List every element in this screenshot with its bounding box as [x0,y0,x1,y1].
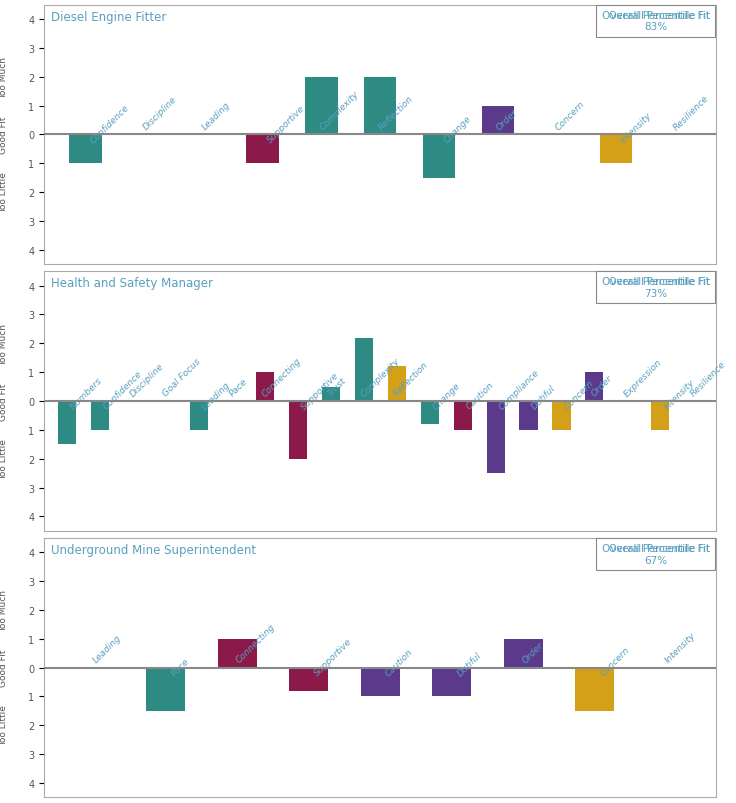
Bar [69,135,102,164]
Bar [503,639,543,668]
Text: Underground Mine Superintendent: Underground Mine Superintendent [51,544,256,556]
Bar [575,668,615,711]
Text: Too Much: Too Much [0,324,8,365]
Text: Diesel Engine Fitter: Diesel Engine Fitter [51,10,166,24]
Text: Caution: Caution [384,646,415,678]
Bar [289,668,328,691]
Text: Too Little: Too Little [0,172,8,213]
Text: Supportive: Supportive [312,637,353,678]
Text: Complexity: Complexity [318,89,361,132]
Text: Overall Percentile Fit: Overall Percentile Fit [609,277,710,299]
Bar [218,639,257,668]
Text: Reflection: Reflection [392,360,431,398]
Text: Supportive: Supportive [300,370,341,411]
Text: Leading: Leading [91,633,123,664]
Text: Order: Order [590,373,615,398]
Text: Good Fit: Good Fit [0,649,8,687]
Text: Discipline: Discipline [129,361,166,398]
Text: Complexity: Complexity [359,356,402,398]
Text: Expression: Expression [623,357,664,398]
Text: Pace: Pace [227,377,249,398]
Text: Change: Change [431,381,462,411]
Bar [553,402,570,430]
Text: Intensity: Intensity [662,377,696,411]
Bar [190,402,208,430]
Text: Dutiful: Dutiful [456,650,483,678]
Text: Overall Percentile Fit
73%: Overall Percentile Fit 73% [601,277,710,299]
Text: Compliance: Compliance [498,368,541,411]
Bar [256,373,274,402]
Bar [486,402,505,474]
Text: Intensity: Intensity [663,630,698,664]
Bar [453,402,472,430]
Text: Good Fit: Good Fit [0,383,8,420]
Bar [91,402,110,430]
Bar [246,135,279,164]
Bar [482,107,514,135]
Text: Good Fit: Good Fit [0,116,8,154]
Text: Concern: Concern [563,378,596,411]
Text: Numbers: Numbers [69,376,105,411]
Text: Overall Percentile Fit: Overall Percentile Fit [609,10,710,32]
Text: Confidence: Confidence [88,103,131,145]
Bar [421,402,439,425]
Text: Overall Percentile Fit
67%: Overall Percentile Fit 67% [601,544,710,565]
Text: Overall Percentile Fit: Overall Percentile Fit [609,544,710,565]
Text: Concern: Concern [598,645,631,678]
Text: Resilience: Resilience [688,360,727,398]
Bar [361,668,400,696]
Text: Confidence: Confidence [102,369,144,411]
Bar [322,387,340,402]
Bar [355,338,373,402]
Text: Order: Order [520,640,545,664]
Bar [364,78,397,135]
Text: Caution: Caution [464,381,495,411]
Bar [423,135,456,178]
Text: Reflection: Reflection [377,93,415,132]
Text: Too Little: Too Little [0,704,8,745]
Text: Overall Percentile Fit
83%: Overall Percentile Fit 83% [601,10,710,32]
Text: Pace: Pace [169,656,191,678]
Text: Health and Safety Manager: Health and Safety Manager [51,277,213,290]
Text: Discipline: Discipline [141,95,178,132]
Bar [146,668,185,711]
Bar [58,402,77,445]
Bar [585,373,604,402]
Text: Connecting: Connecting [261,356,303,398]
Text: Too Little: Too Little [0,438,8,479]
Bar [289,402,307,459]
Text: Too Much: Too Much [0,57,8,99]
Text: Dutiful: Dutiful [530,384,558,411]
Text: Supportive: Supportive [266,104,306,145]
Text: Leading: Leading [200,100,232,132]
Bar [651,402,669,430]
Text: Change: Change [442,114,473,145]
Text: Concern: Concern [553,99,587,132]
Bar [388,367,406,402]
Text: Goal Focus: Goal Focus [161,357,203,398]
Bar [520,402,537,430]
Bar [432,668,472,696]
Text: Too Much: Too Much [0,589,8,632]
Text: Connecting: Connecting [235,622,277,664]
Text: Trust: Trust [326,376,348,398]
Bar [305,78,338,135]
Text: Leading: Leading [201,380,233,411]
Text: Intensity: Intensity [619,111,653,145]
Text: Order: Order [495,107,520,132]
Text: Resilience: Resilience [671,93,710,132]
Bar [600,135,632,164]
